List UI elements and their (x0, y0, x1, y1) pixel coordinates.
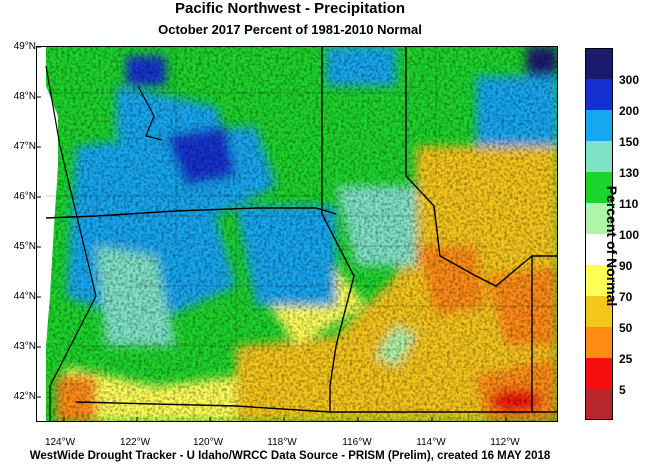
legend-title: Percent of Normal (604, 185, 620, 307)
colorbar-swatches (585, 48, 613, 420)
id-mt-border (405, 46, 533, 412)
lat-label-45: 45°N (13, 241, 36, 252)
colorbar-swatch (585, 141, 613, 173)
lon-label-124: 124°W (44, 437, 76, 448)
puget-sound-outline (137, 85, 163, 141)
map-frame (36, 46, 558, 422)
legend-label-70: 70 (619, 290, 633, 304)
legend-label-200: 200 (619, 104, 640, 118)
colorbar-swatch (585, 234, 613, 266)
colorbar-frame (585, 48, 613, 420)
tick-marks (36, 46, 507, 422)
legend-label-90: 90 (619, 259, 633, 273)
lon-label-116: 116°W (342, 437, 372, 448)
precip-field (46, 46, 558, 422)
colorbar-swatch (585, 110, 613, 142)
lon-label-120: 120°W (192, 437, 224, 448)
county-lines (46, 46, 556, 347)
lat-label-47: 47°N (13, 141, 36, 152)
legend-label-110: 110 (619, 197, 639, 211)
legend-label-300: 300 (619, 73, 640, 87)
legend-label-5: 5 (619, 383, 626, 397)
colorbar-swatch (585, 172, 613, 204)
lat-label-48: 48°N (13, 91, 36, 102)
texture-overlay (46, 46, 558, 422)
southern-border (75, 401, 558, 413)
colorbar (585, 48, 613, 420)
map-credit: WestWide Drought Tracker - U Idaho/WRCC … (29, 450, 551, 462)
lat-label-44: 44°N (13, 291, 36, 302)
or-id-border (321, 46, 355, 412)
map-subtitle: October 2017 Percent of 1981-2010 Normal (158, 22, 422, 37)
precipitation-map (36, 46, 558, 422)
lon-label-122: 122°W (119, 437, 151, 448)
colorbar-swatch (585, 265, 613, 297)
colorbar-swatch (585, 79, 613, 111)
legend-label-130: 130 (619, 166, 640, 180)
lon-label-112: 112°W (490, 437, 520, 448)
coastline (45, 65, 97, 422)
lat-label-43: 43°N (13, 341, 36, 352)
lon-label-118: 118°W (267, 437, 297, 448)
lat-label-46: 46°N (13, 191, 36, 202)
legend-label-25: 25 (619, 352, 633, 366)
colorbar-swatch (585, 48, 613, 80)
wa-or-border (45, 207, 337, 219)
legend-label-150: 150 (619, 135, 640, 149)
colorbar-swatch (585, 296, 613, 328)
borders (45, 46, 558, 422)
colorbar-swatch (585, 327, 613, 359)
map-title: Pacific Northwest - Precipitation (174, 0, 406, 17)
lat-label-42: 42°N (13, 391, 36, 402)
legend-label-100: 100 (619, 228, 640, 242)
colorbar-swatch (585, 203, 613, 235)
colorbar-swatch (585, 358, 613, 390)
colorbar-swatch (585, 389, 613, 420)
lat-label-49: 49°N (13, 41, 36, 52)
legend-label-50: 50 (619, 321, 633, 335)
lon-label-114: 114°W (416, 437, 446, 448)
